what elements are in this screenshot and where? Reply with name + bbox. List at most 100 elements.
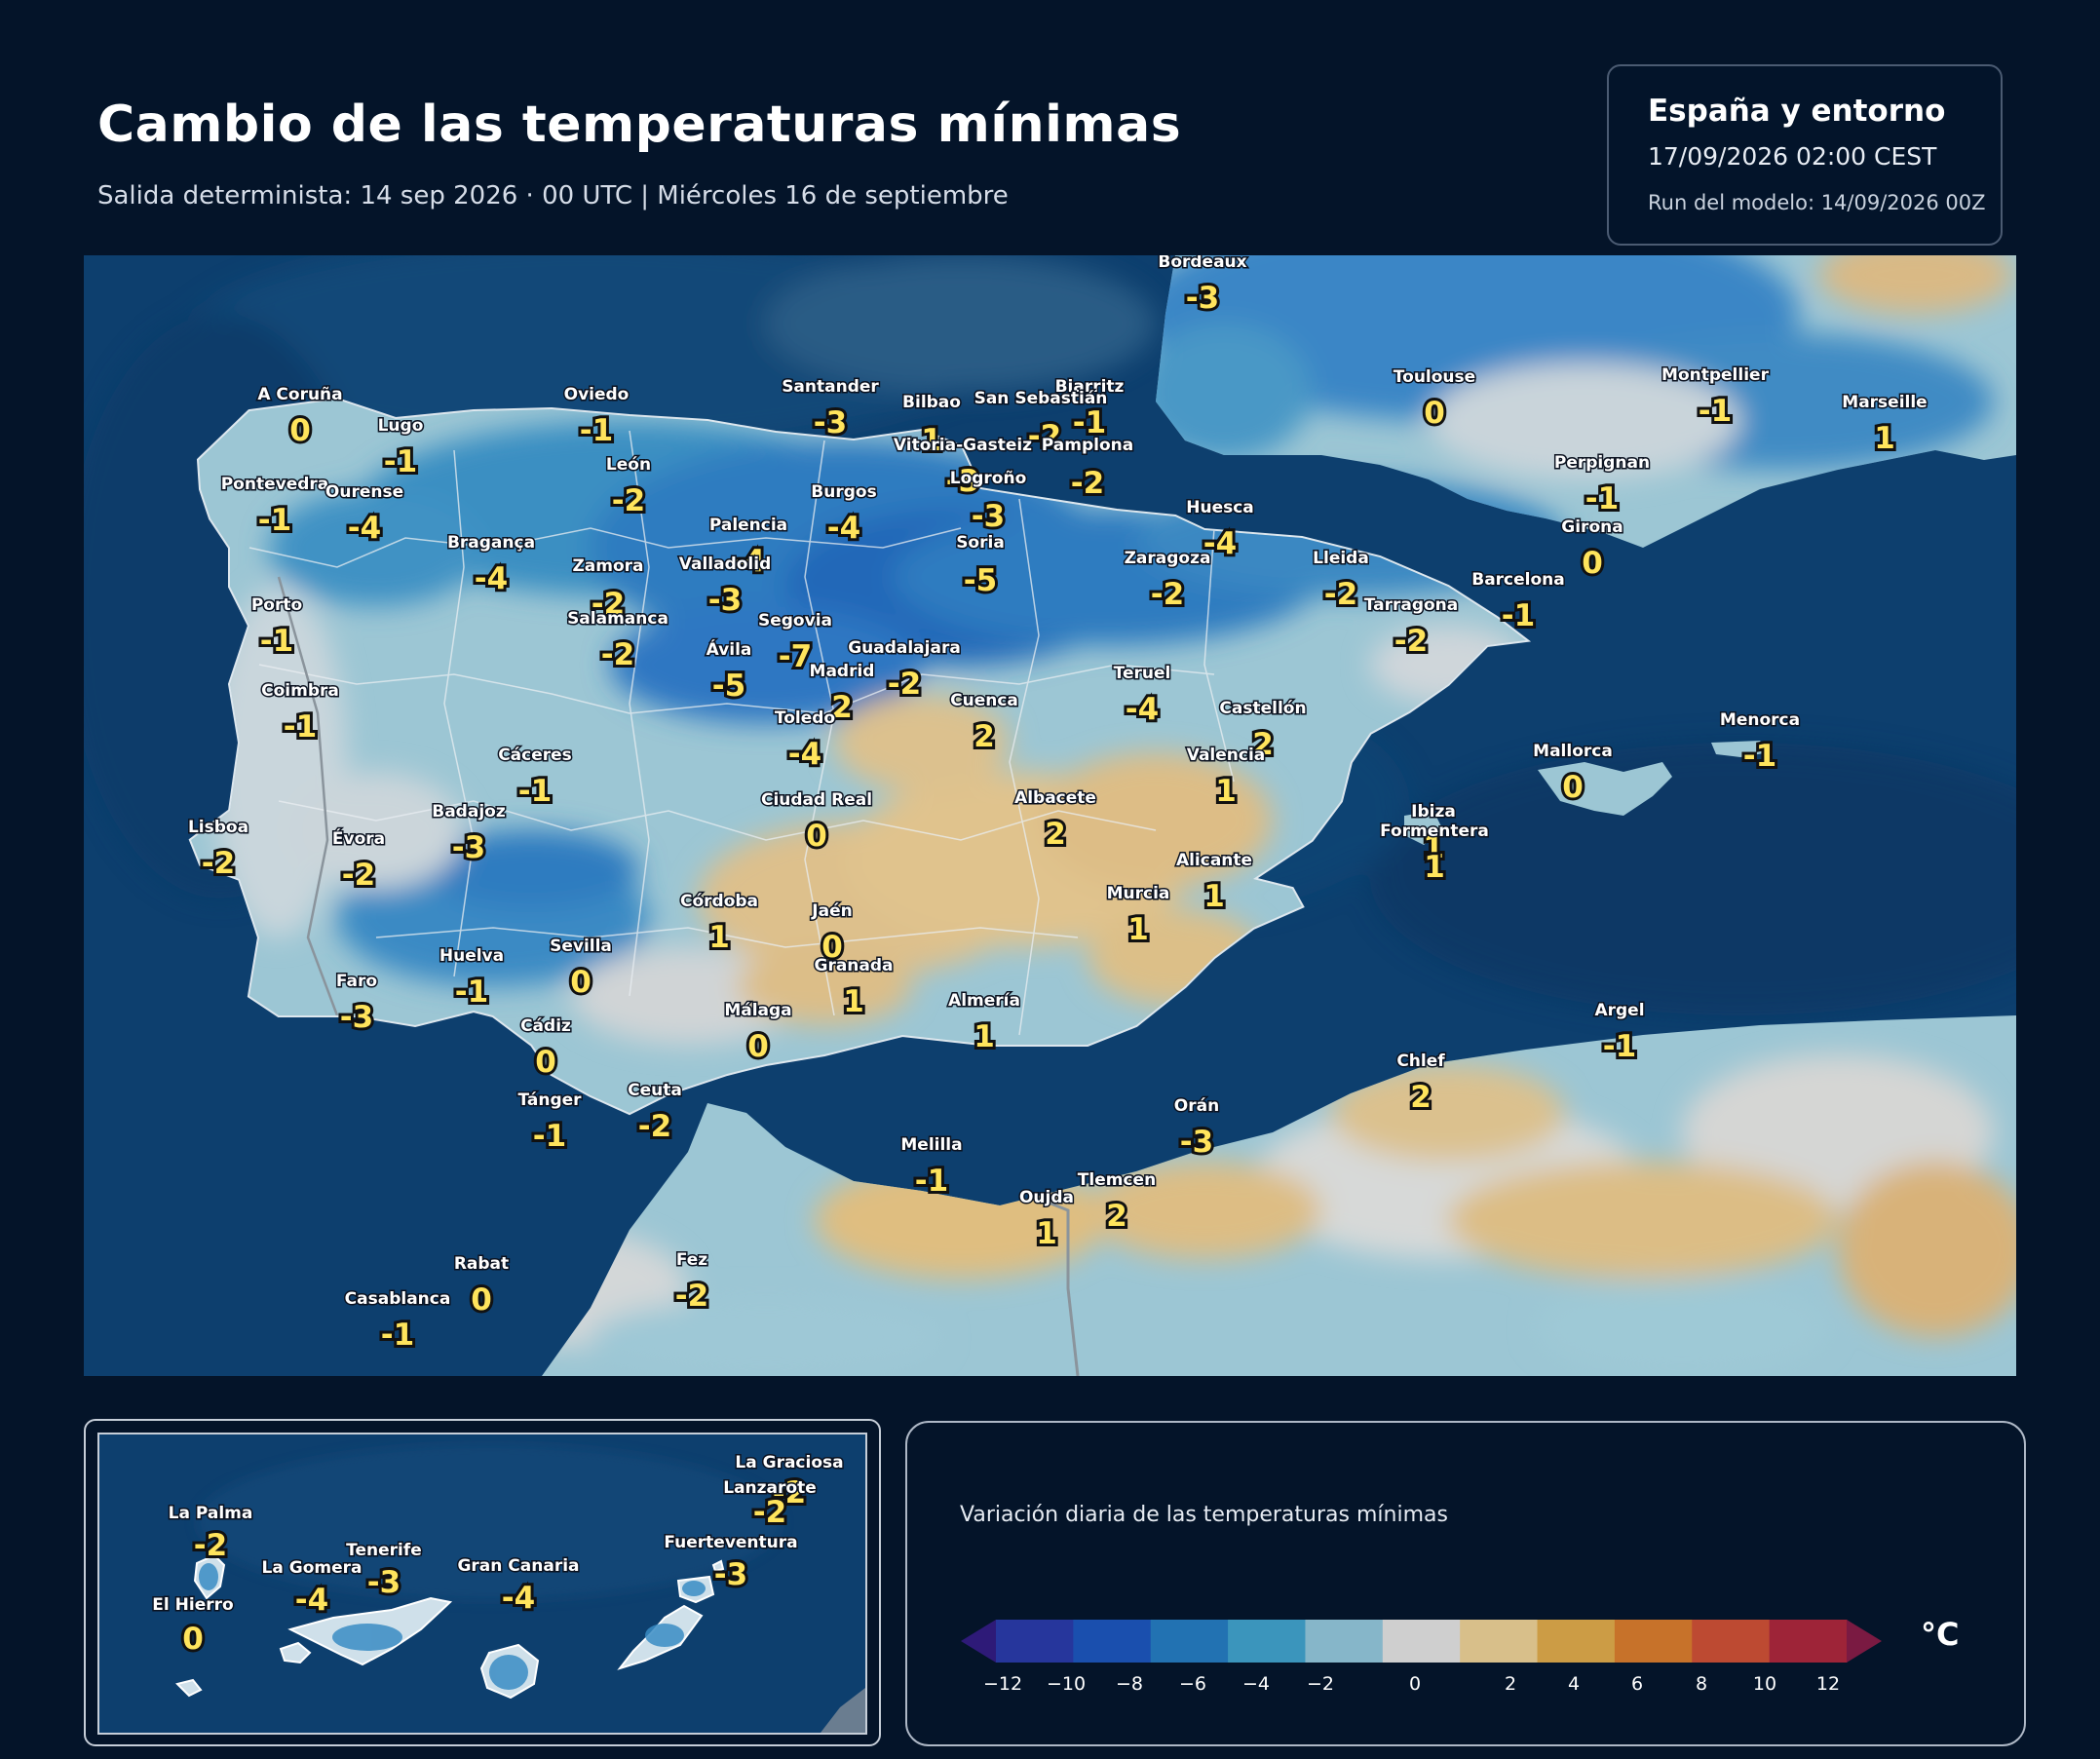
city-label-zamora: Zamora bbox=[572, 556, 643, 576]
city-label-evora: Évora bbox=[332, 827, 385, 849]
city-value-caceres: -1 bbox=[518, 774, 552, 809]
city-value-chlef: 2 bbox=[1410, 1080, 1432, 1115]
city-value-burgos: -4 bbox=[827, 511, 860, 546]
city-value-jaen: 0 bbox=[821, 930, 843, 965]
city-label-a-coruna: A Coruña bbox=[257, 385, 342, 404]
canary-value-lanzarote: -2 bbox=[753, 1495, 786, 1530]
colorbar-segment bbox=[1769, 1620, 1848, 1663]
colorbar-tick-label: 6 bbox=[1631, 1673, 1643, 1695]
city-label-argel: Argel bbox=[1594, 1001, 1644, 1020]
region-label: España y entorno bbox=[1648, 94, 1946, 129]
canary-label-fuerteventura: Fuerteventura bbox=[664, 1533, 797, 1552]
city-label-oujda: Oujda bbox=[1019, 1188, 1074, 1207]
canary-label-la-graciosa: La Graciosa bbox=[735, 1453, 843, 1472]
city-label-madrid: Madrid bbox=[810, 662, 875, 681]
colorbar-tick-label: 4 bbox=[1568, 1673, 1580, 1695]
city-label-coimbra: Coimbra bbox=[261, 681, 339, 701]
city-value-almeria: 1 bbox=[974, 1019, 995, 1054]
city-value-alicante: 1 bbox=[1203, 879, 1225, 914]
city-value-palencia: -4 bbox=[732, 544, 765, 579]
city-value-oran: -3 bbox=[1180, 1125, 1213, 1160]
city-label-montpellier: Montpellier bbox=[1661, 365, 1770, 385]
city-label-huesca: Huesca bbox=[1186, 498, 1254, 517]
city-label-girona: Girona bbox=[1561, 517, 1623, 537]
city-value-marseille: 1 bbox=[1874, 421, 1895, 456]
city-value-segovia: -7 bbox=[779, 639, 812, 674]
la-graciosa-shape bbox=[711, 1559, 725, 1573]
city-label-tanger: Tánger bbox=[517, 1090, 582, 1110]
city-label-tlemcen: Tlemcen bbox=[1078, 1170, 1156, 1190]
colorbar-tick-label: 8 bbox=[1696, 1673, 1707, 1695]
city-label-badajoz: Badajoz bbox=[432, 802, 506, 822]
city-value-biarritz: -1 bbox=[1073, 405, 1106, 440]
city-label-cordoba: Córdoba bbox=[680, 892, 758, 911]
city-value-lugo: -1 bbox=[384, 444, 417, 479]
city-value-bordeaux: -3 bbox=[1186, 281, 1219, 316]
city-value-melilla: -1 bbox=[915, 1164, 948, 1199]
city-value-soria: -5 bbox=[964, 563, 997, 598]
city-value-madrid: 2 bbox=[831, 690, 853, 725]
legend-title: Variación diaria de las temperaturas mín… bbox=[960, 1503, 1448, 1527]
main-map[interactable]: Bordeaux -3 Toulouse 0 Montpellier -1 Marseill… bbox=[84, 255, 2016, 1376]
city-label-perpignan: Perpignan bbox=[1554, 453, 1650, 473]
city-value-teruel: -4 bbox=[1126, 692, 1159, 727]
colorbar-tick-label: −6 bbox=[1179, 1673, 1206, 1695]
city-value-huelva: -1 bbox=[455, 975, 488, 1010]
colorbar-segment bbox=[1460, 1620, 1539, 1663]
city-label-faro: Faro bbox=[336, 972, 377, 991]
city-label-vitoria-gasteiz: Vitoria-Gasteiz bbox=[894, 436, 1032, 455]
city-value-porto: -1 bbox=[260, 624, 293, 659]
city-value-castellon: 2 bbox=[1252, 727, 1274, 762]
city-value-mallorca: 0 bbox=[1562, 770, 1584, 805]
colorbar-segment bbox=[1382, 1620, 1461, 1663]
city-value-cuenca: 2 bbox=[974, 719, 995, 754]
colorbar-tick-label: 10 bbox=[1753, 1673, 1776, 1695]
city-value-santander: -3 bbox=[814, 405, 847, 440]
canary-label-lanzarote: Lanzarote bbox=[723, 1478, 817, 1498]
city-value-ciudad-real: 0 bbox=[806, 819, 827, 854]
city-value-coimbra: -1 bbox=[284, 709, 317, 745]
map-canvas: Bordeaux -3 Toulouse 0 Montpellier -1 Marseill… bbox=[84, 255, 2016, 1376]
colorbar-tick-label: −8 bbox=[1116, 1673, 1143, 1695]
city-label-pontevedra: Pontevedra bbox=[221, 475, 329, 494]
city-label-toledo: Toledo bbox=[775, 708, 835, 728]
city-label-bilbao: Bilbao bbox=[902, 393, 961, 412]
canary-label-tenerife: Tenerife bbox=[346, 1541, 422, 1560]
canary-label-la-palma: La Palma bbox=[169, 1504, 253, 1523]
colorbar-segment bbox=[1614, 1620, 1693, 1663]
city-label-rabat: Rabat bbox=[454, 1254, 509, 1274]
city-label-castellon: Castellón bbox=[1219, 699, 1306, 718]
city-value-lisboa: -2 bbox=[202, 846, 235, 881]
colorbar-segment bbox=[1692, 1620, 1771, 1663]
colorbar-segment bbox=[1847, 1620, 1882, 1663]
city-label-logrono: Logroño bbox=[950, 469, 1027, 488]
colorbar-tick-label: 2 bbox=[1505, 1673, 1516, 1695]
canary-value-la-gomera: -4 bbox=[295, 1583, 328, 1618]
city-value-pamplona: -2 bbox=[1071, 466, 1104, 501]
city-label-bordeaux: Bordeaux bbox=[1158, 255, 1246, 272]
city-value-ourense: -4 bbox=[348, 511, 381, 546]
city-label-leon: León bbox=[606, 455, 651, 475]
city-value-zaragoza: -2 bbox=[1151, 577, 1184, 612]
model-run: Run del modelo: 14/09/2026 00Z bbox=[1648, 191, 1986, 214]
city-value-ceuta: -2 bbox=[638, 1109, 671, 1144]
canary-inset[interactable]: La Graciosa -2 Lanzarote -2 La Palma -2 Fuerte… bbox=[84, 1419, 881, 1746]
city-label-lisboa: Lisboa bbox=[188, 818, 248, 837]
city-value-ibiza: 1 bbox=[1423, 830, 1444, 865]
canary-label-gran-canaria: Gran Canaria bbox=[457, 1556, 579, 1576]
city-label-granada: Granada bbox=[814, 956, 893, 975]
city-layer: Bordeaux -3 Toulouse 0 Montpellier -1 Marseill… bbox=[186, 255, 1928, 1356]
city-value-oujda: 1 bbox=[1036, 1216, 1057, 1251]
city-value-montpellier: -1 bbox=[1699, 394, 1732, 429]
page-title: Cambio de las temperaturas mínimas bbox=[97, 96, 1182, 154]
city-label-porto: Porto bbox=[251, 595, 302, 615]
city-label-pamplona: Pamplona bbox=[1042, 436, 1133, 455]
city-value-valencia: 1 bbox=[1215, 774, 1237, 809]
city-label-melilla: Melilla bbox=[900, 1135, 962, 1155]
city-value-toledo: -4 bbox=[788, 737, 821, 772]
city-label-alicante: Alicante bbox=[1176, 851, 1252, 870]
city-value-avila: -5 bbox=[712, 669, 745, 704]
city-value-badajoz: -3 bbox=[452, 830, 485, 865]
city-value-perpignan: -1 bbox=[1585, 481, 1619, 516]
